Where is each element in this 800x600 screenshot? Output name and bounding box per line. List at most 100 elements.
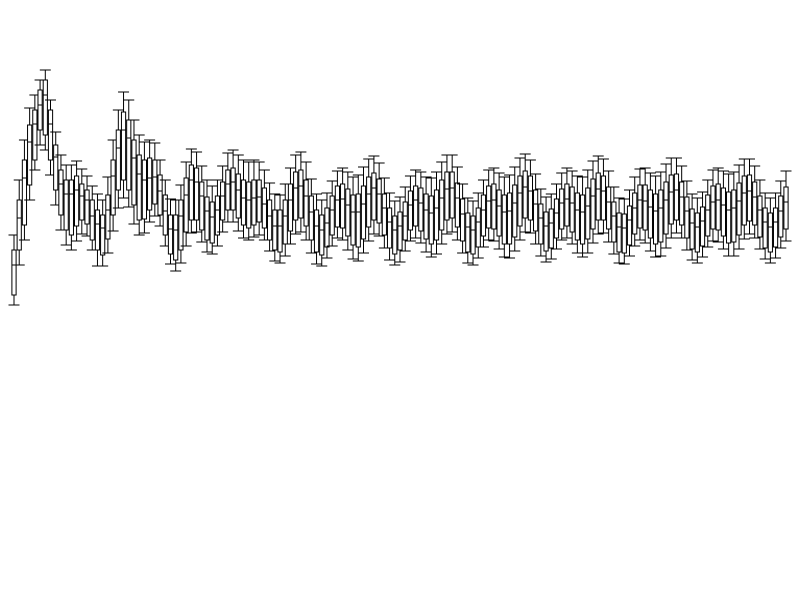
box-99-iqr (527, 175, 534, 221)
box-103 (545, 193, 557, 260)
box-29 (159, 179, 171, 247)
box-102-iqr (543, 211, 549, 252)
box-113 (597, 158, 609, 234)
box-116 (613, 197, 625, 264)
box-94 (498, 176, 510, 258)
box-50 (269, 193, 281, 262)
box-14-iqr (84, 189, 90, 225)
box-71 (378, 177, 390, 249)
box-117-iqr (621, 213, 627, 254)
box-27 (149, 142, 161, 217)
box-50-iqr (272, 209, 278, 251)
box-130 (686, 193, 698, 261)
box-23 (128, 119, 140, 225)
box-136 (717, 170, 729, 250)
box-38-iqr (209, 201, 215, 244)
box-0 (8, 234, 20, 306)
box-21-iqr (120, 111, 127, 181)
box-141 (743, 158, 755, 235)
box-124-iqr (658, 189, 664, 243)
box-145 (764, 197, 776, 264)
box-18-iqr (105, 194, 111, 240)
box-148-iqr (783, 186, 789, 230)
box-68-iqr (366, 176, 372, 228)
box-65 (347, 176, 359, 260)
box-98-iqr (522, 170, 528, 219)
box-121-iqr (642, 184, 648, 231)
box-129 (681, 180, 693, 251)
box-86 (457, 183, 469, 254)
box-119-iqr (632, 192, 638, 235)
box-132-iqr (699, 206, 706, 247)
box-13 (76, 168, 88, 235)
box-39-iqr (214, 195, 221, 236)
box-42-iqr (230, 167, 236, 211)
box-31-iqr (173, 214, 179, 261)
box-76 (404, 175, 416, 242)
box-97 (514, 157, 526, 241)
box-6-iqr (42, 79, 48, 136)
box-142 (749, 165, 761, 239)
box-59-iqr (319, 214, 325, 256)
box-84-iqr (449, 171, 455, 219)
box-62 (331, 170, 343, 239)
box-34-iqr (188, 164, 194, 221)
box-47-iqr (256, 179, 262, 223)
box-106 (561, 167, 573, 239)
box-48 (258, 169, 270, 241)
box-49-iqr (266, 199, 273, 241)
box-109-iqr (579, 194, 586, 245)
box-73 (389, 200, 401, 266)
box-60 (321, 192, 333, 259)
box-64-iqr (345, 188, 351, 237)
box-119 (629, 176, 641, 247)
box-78-iqr (418, 187, 424, 232)
box-44 (238, 159, 250, 239)
box-102 (540, 196, 552, 263)
box-108-iqr (574, 192, 580, 241)
box-63-iqr (340, 183, 346, 229)
box-11-iqr (68, 179, 74, 236)
box-96-iqr (512, 184, 518, 238)
box-43 (232, 154, 244, 232)
box-21 (118, 91, 130, 199)
box-12-iqr (73, 175, 80, 227)
box-143-iqr (757, 195, 763, 238)
box-128-iqr (679, 181, 685, 226)
box-72-iqr (386, 207, 393, 249)
box-147 (775, 180, 787, 249)
box-88 (467, 200, 479, 266)
box-135-iqr (715, 183, 721, 231)
box-147-iqr (778, 195, 784, 238)
box-3-iqr (27, 124, 33, 186)
box-107 (566, 170, 578, 245)
box-57 (305, 178, 317, 254)
box-55 (295, 151, 307, 233)
box-115 (608, 186, 620, 255)
box-39 (211, 179, 223, 247)
box-88-iqr (470, 215, 476, 255)
box-45-iqr (246, 181, 252, 229)
box-132 (697, 191, 709, 258)
box-148 (780, 170, 792, 242)
box-125 (660, 163, 672, 249)
box-74 (394, 196, 406, 263)
box-142-iqr (752, 181, 758, 226)
box-123-iqr (652, 193, 659, 245)
box-66-iqr (355, 193, 361, 248)
box-29-iqr (162, 194, 168, 236)
box-58 (311, 193, 323, 265)
box-100 (530, 173, 542, 245)
box-56 (300, 161, 312, 241)
box-125-iqr (663, 181, 669, 235)
box-137-iqr (726, 191, 732, 244)
box-24-iqr (136, 154, 142, 221)
box-51-iqr (277, 209, 283, 253)
box-43-iqr (235, 173, 241, 219)
box-70-iqr (376, 178, 382, 224)
box-120-iqr (637, 184, 643, 229)
box-16 (91, 193, 103, 267)
box-80 (425, 177, 437, 258)
box-93 (493, 172, 505, 250)
